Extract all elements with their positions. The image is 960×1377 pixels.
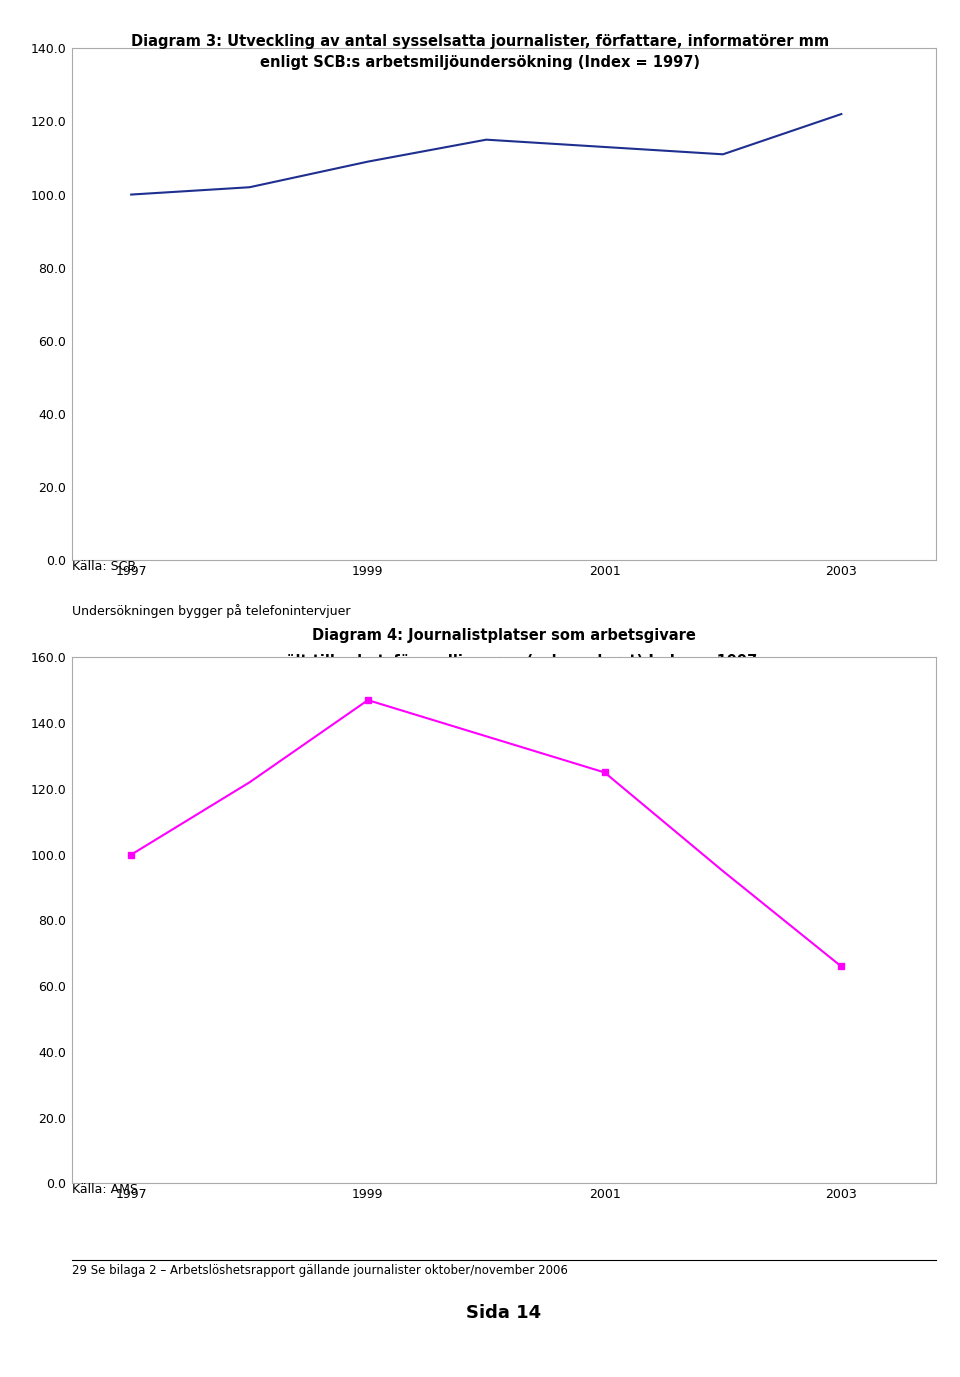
Text: 29 Se bilaga 2 – Arbetslöshetsrapport gällande journalister oktober/november 200: 29 Se bilaga 2 – Arbetslöshetsrapport gä… [72, 1264, 568, 1276]
Text: enligt SCB:s arbetsmiljöundersökning (Index = 1997): enligt SCB:s arbetsmiljöundersökning (In… [260, 55, 700, 70]
Text: anmält till arbetsförmedlingarna (ackumulerat) Index = 1997: anmält till arbetsförmedlingarna (ackumu… [251, 654, 757, 669]
Text: Källa: AMS: Källa: AMS [72, 1183, 138, 1197]
Text: Diagram 3: Utveckling av antal sysselsatta journalister, författare, informatöre: Diagram 3: Utveckling av antal sysselsat… [131, 34, 829, 50]
Text: Undersökningen bygger på telefonintervjuer: Undersökningen bygger på telefonintervju… [72, 605, 350, 618]
Text: Sida 14: Sida 14 [467, 1304, 541, 1322]
Text: Källa: SCB: Källa: SCB [72, 560, 136, 573]
Text: Diagram 4: Journalistplatser som arbetsgivare: Diagram 4: Journalistplatser som arbetsg… [312, 628, 696, 643]
